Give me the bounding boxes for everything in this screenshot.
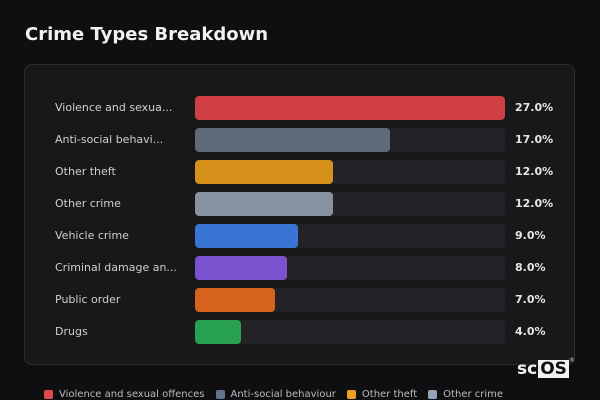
bar-category-label: Other crime: [55, 197, 121, 210]
legend-label: Other crime: [443, 388, 504, 400]
legend-label: Violence and sexual offences: [59, 388, 205, 400]
bar[interactable]: [195, 160, 333, 184]
registered-mark: ®: [568, 357, 575, 364]
bar-value-label: 4.0%: [515, 325, 546, 338]
bar[interactable]: [195, 256, 287, 280]
bar-category-label: Public order: [55, 293, 121, 306]
bar-category-label: Violence and sexua...: [55, 101, 173, 114]
chart-legend: Violence and sexual offences Anti-social …: [44, 387, 514, 400]
bar[interactable]: [195, 224, 298, 248]
legend-swatch: [346, 389, 356, 399]
bar-row: Criminal damage an... 8.0%: [25, 256, 576, 280]
bar-value-label: 12.0%: [515, 165, 554, 178]
bar-value-label: 12.0%: [515, 197, 554, 210]
bar[interactable]: [195, 288, 275, 312]
legend-swatch: [215, 389, 225, 399]
bar-value-label: 7.0%: [515, 293, 546, 306]
bar-category-label: Vehicle crime: [55, 229, 129, 242]
legend-item[interactable]: Other theft: [346, 388, 418, 400]
bar-track: [195, 160, 505, 184]
chart-panel: Violence and sexua... 27.0% Anti-social be…: [24, 64, 575, 365]
bar-track: [195, 320, 505, 344]
legend-swatch: [428, 389, 438, 399]
bar-track: [195, 96, 505, 120]
bar-track: [195, 288, 505, 312]
bar-row: Drugs 4.0%: [25, 320, 576, 344]
bar-row: Vehicle crime 9.0%: [25, 224, 576, 248]
logo-prefix: sc: [517, 359, 538, 379]
logo-boxed: OS: [538, 359, 569, 379]
bar-category-label: Criminal damage an...: [55, 261, 177, 274]
scos-logo: sc OS ®: [517, 357, 575, 379]
bar-row: Public order 7.0%: [25, 288, 576, 312]
bar-value-label: 9.0%: [515, 229, 546, 242]
bar-value-label: 27.0%: [515, 101, 554, 114]
legend-label: Anti-social behaviour: [230, 388, 336, 400]
bar-row: Anti-social behavi... 17.0%: [25, 128, 576, 152]
legend-label: Other theft: [361, 388, 418, 400]
bar-track: [195, 192, 505, 216]
legend-item[interactable]: Anti-social behaviour: [215, 388, 336, 400]
chart-title: Crime Types Breakdown: [25, 24, 269, 45]
bar-row: Other theft 12.0%: [25, 160, 576, 184]
bar-row: Other crime 12.0%: [25, 192, 576, 216]
legend-item[interactable]: Other crime: [428, 389, 503, 400]
bar-track: [195, 224, 505, 248]
bar-category-label: Other theft: [55, 165, 116, 178]
bar-row: Violence and sexua... 27.0%: [25, 96, 576, 120]
bar[interactable]: [195, 96, 505, 120]
bar[interactable]: [195, 320, 241, 344]
bar-value-label: 8.0%: [515, 261, 546, 274]
legend-item[interactable]: Violence and sexual offences: [44, 389, 205, 400]
bar-category-label: Anti-social behavi...: [55, 133, 164, 146]
bar[interactable]: [195, 128, 390, 152]
bar-category-label: Drugs: [55, 325, 88, 338]
bar[interactable]: [195, 192, 333, 216]
bar-track: [195, 256, 505, 280]
legend-swatch: [44, 389, 53, 399]
bar-track: [195, 128, 505, 152]
bar-value-label: 17.0%: [515, 133, 554, 146]
